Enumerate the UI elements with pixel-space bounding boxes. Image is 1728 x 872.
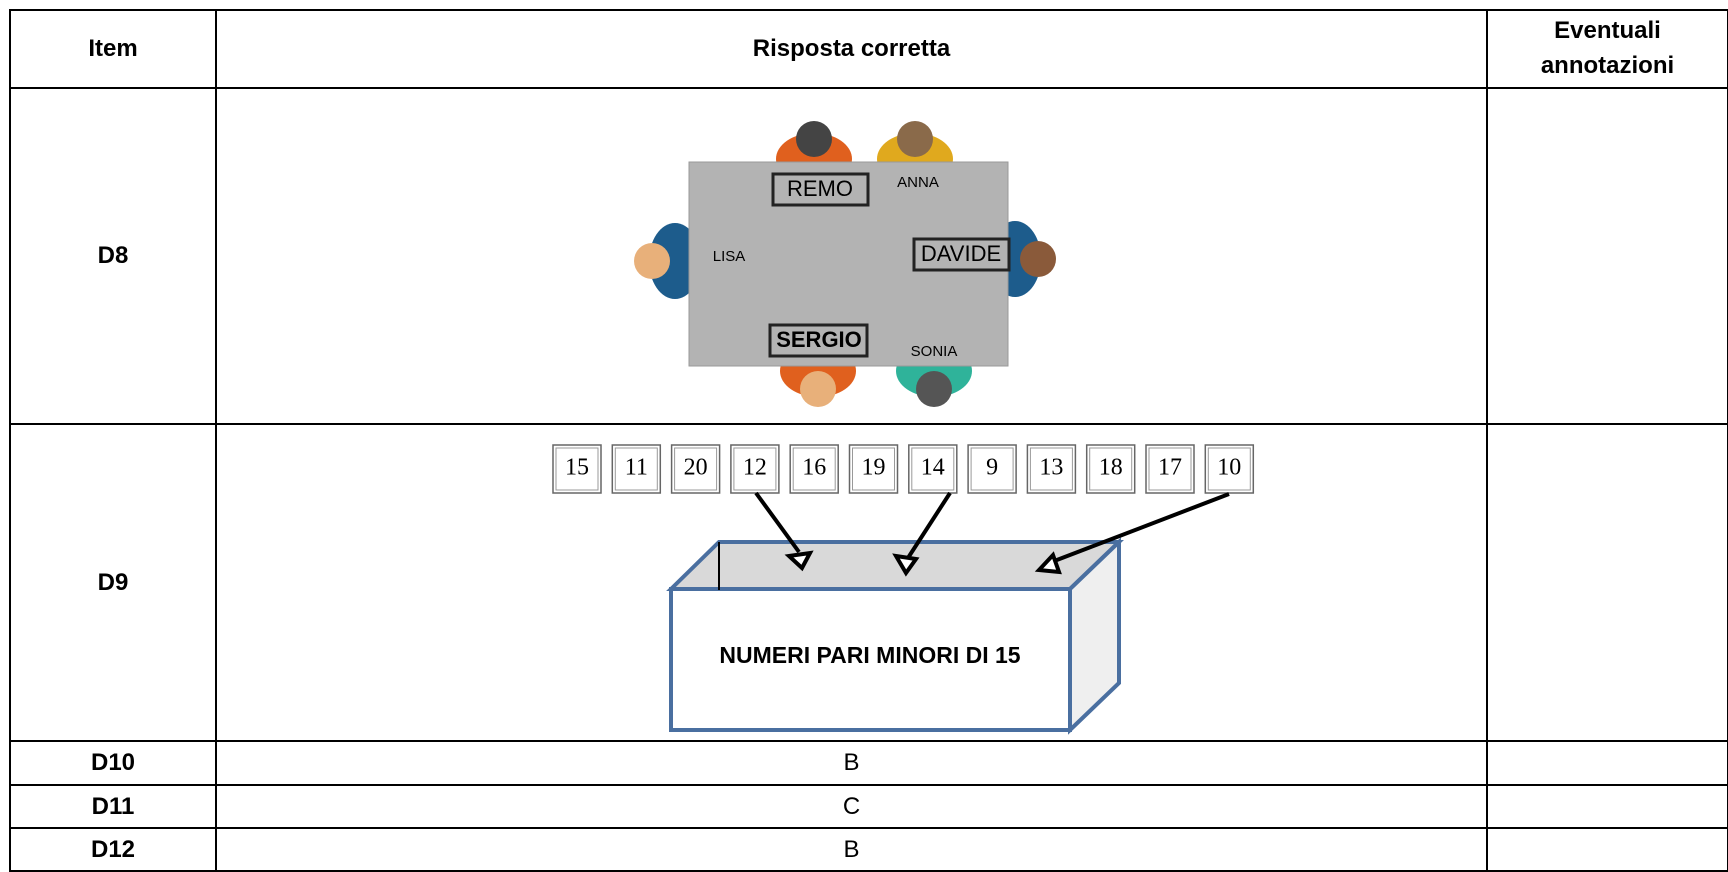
name: LISA <box>713 248 746 265</box>
card-frame <box>848 444 899 494</box>
name: REMO <box>787 176 853 201</box>
notes-cell <box>1486 423 1728 742</box>
arrows <box>754 491 1230 577</box>
item-cell: D10 <box>9 740 217 786</box>
row: D9 15 11 20 12 16 19 14 9 13 18 17 10 NUMERI PARI M… <box>9 423 1728 742</box>
card-number: 18 <box>1099 455 1123 481</box>
item-cell: D12 <box>9 827 217 872</box>
header-cell: Risposta corretta <box>215 9 1488 89</box>
answer-cell: B <box>215 827 1488 872</box>
card-inner <box>674 447 718 491</box>
card-frame <box>1026 444 1077 494</box>
name: ANNA <box>897 174 939 191</box>
number-card: 15 <box>552 444 602 494</box>
box-diagram: 15 11 20 12 16 19 14 9 13 18 17 10 NUMERI PARI MINO… <box>552 444 1255 735</box>
card-inner <box>733 447 777 491</box>
card-inner <box>1207 447 1251 491</box>
name-box <box>771 172 870 207</box>
card-inner <box>614 447 658 491</box>
card-number: 16 <box>802 455 826 481</box>
card-frame <box>789 444 839 494</box>
card-inner <box>1029 447 1073 491</box>
item-cell: D8 <box>9 87 217 425</box>
number-card: 10 <box>1204 444 1255 494</box>
row: D8 REMO ANNA LISA DAVIDE <box>9 87 1728 425</box>
card-number: 10 <box>1217 455 1241 481</box>
card-inner <box>852 447 895 491</box>
card-frame <box>552 444 602 494</box>
card-frame <box>1085 444 1136 494</box>
row: D12 B <box>9 827 1728 872</box>
name-box <box>768 323 869 358</box>
card-inner <box>911 447 955 491</box>
card-number: 12 <box>743 455 767 481</box>
name: SONIA <box>911 343 958 360</box>
item-cell: D9 <box>9 423 217 742</box>
number-card: 11 <box>611 444 662 494</box>
box-label: NUMERI PARI MINORI DI 15 <box>719 642 1020 668</box>
number-card: 13 <box>1026 444 1077 494</box>
table-top <box>688 161 1009 367</box>
card-number: 20 <box>684 455 708 481</box>
card-number: 11 <box>625 455 648 481</box>
number-card: 9 <box>967 444 1017 494</box>
number-card: 18 <box>1085 444 1136 494</box>
item-cell: D11 <box>9 784 217 829</box>
answer-cell: B <box>215 740 1488 786</box>
notes-cell <box>1486 740 1728 786</box>
number-card: 19 <box>848 444 899 494</box>
answer-cell: C <box>215 784 1488 829</box>
card-number: 9 <box>986 455 998 481</box>
header-row: Item Risposta corretta Eventuali annotaz… <box>9 9 1728 89</box>
number-card: 20 <box>670 444 721 494</box>
row: D11 C <box>9 784 1728 829</box>
answer-cell: REMO ANNA LISA DAVIDE SERGIO SONIA <box>215 87 1488 425</box>
card-frame <box>908 444 958 494</box>
card-inner <box>555 447 599 491</box>
card-inner <box>970 447 1014 491</box>
notes-cell <box>1486 784 1728 829</box>
card-frame <box>1145 444 1195 494</box>
card-frame <box>730 444 780 494</box>
card-frame <box>967 444 1017 494</box>
header-text: Eventuali annotazioni <box>1540 17 1675 79</box>
notes-cell <box>1486 87 1728 425</box>
number-card: 12 <box>730 444 780 494</box>
table-diagram: REMO ANNA LISA DAVIDE SERGIO SONIA <box>634 121 1056 407</box>
card-number: 19 <box>862 455 886 481</box>
card-inner <box>792 447 836 491</box>
card-number: 13 <box>1039 455 1063 481</box>
number-card: 14 <box>908 444 958 494</box>
name-box <box>912 237 1011 272</box>
card-inner <box>1148 447 1192 491</box>
answer-cell: 15 11 20 12 16 19 14 9 13 18 17 10 NUMERI PARI MINO… <box>215 423 1488 742</box>
name: SERGIO <box>776 327 862 352</box>
number-card: 16 <box>789 444 839 494</box>
header-cell: Item <box>9 9 217 89</box>
number-card: 17 <box>1145 444 1195 494</box>
box-front <box>669 587 1072 732</box>
card-frame <box>1204 444 1255 494</box>
row: D10 B <box>9 740 1728 786</box>
card-inner <box>1089 447 1133 491</box>
header-cell: Eventuali annotazioni <box>1486 9 1728 89</box>
answer-table: Item Risposta corretta Eventuali annotaz… <box>9 9 1728 872</box>
notes-cell <box>1486 827 1728 872</box>
card-number: 14 <box>921 455 945 481</box>
card-frame <box>670 444 721 494</box>
card-number: 17 <box>1158 455 1182 481</box>
card-frame <box>611 444 662 494</box>
name: DAVIDE <box>921 241 1001 266</box>
card-number: 15 <box>565 455 589 481</box>
